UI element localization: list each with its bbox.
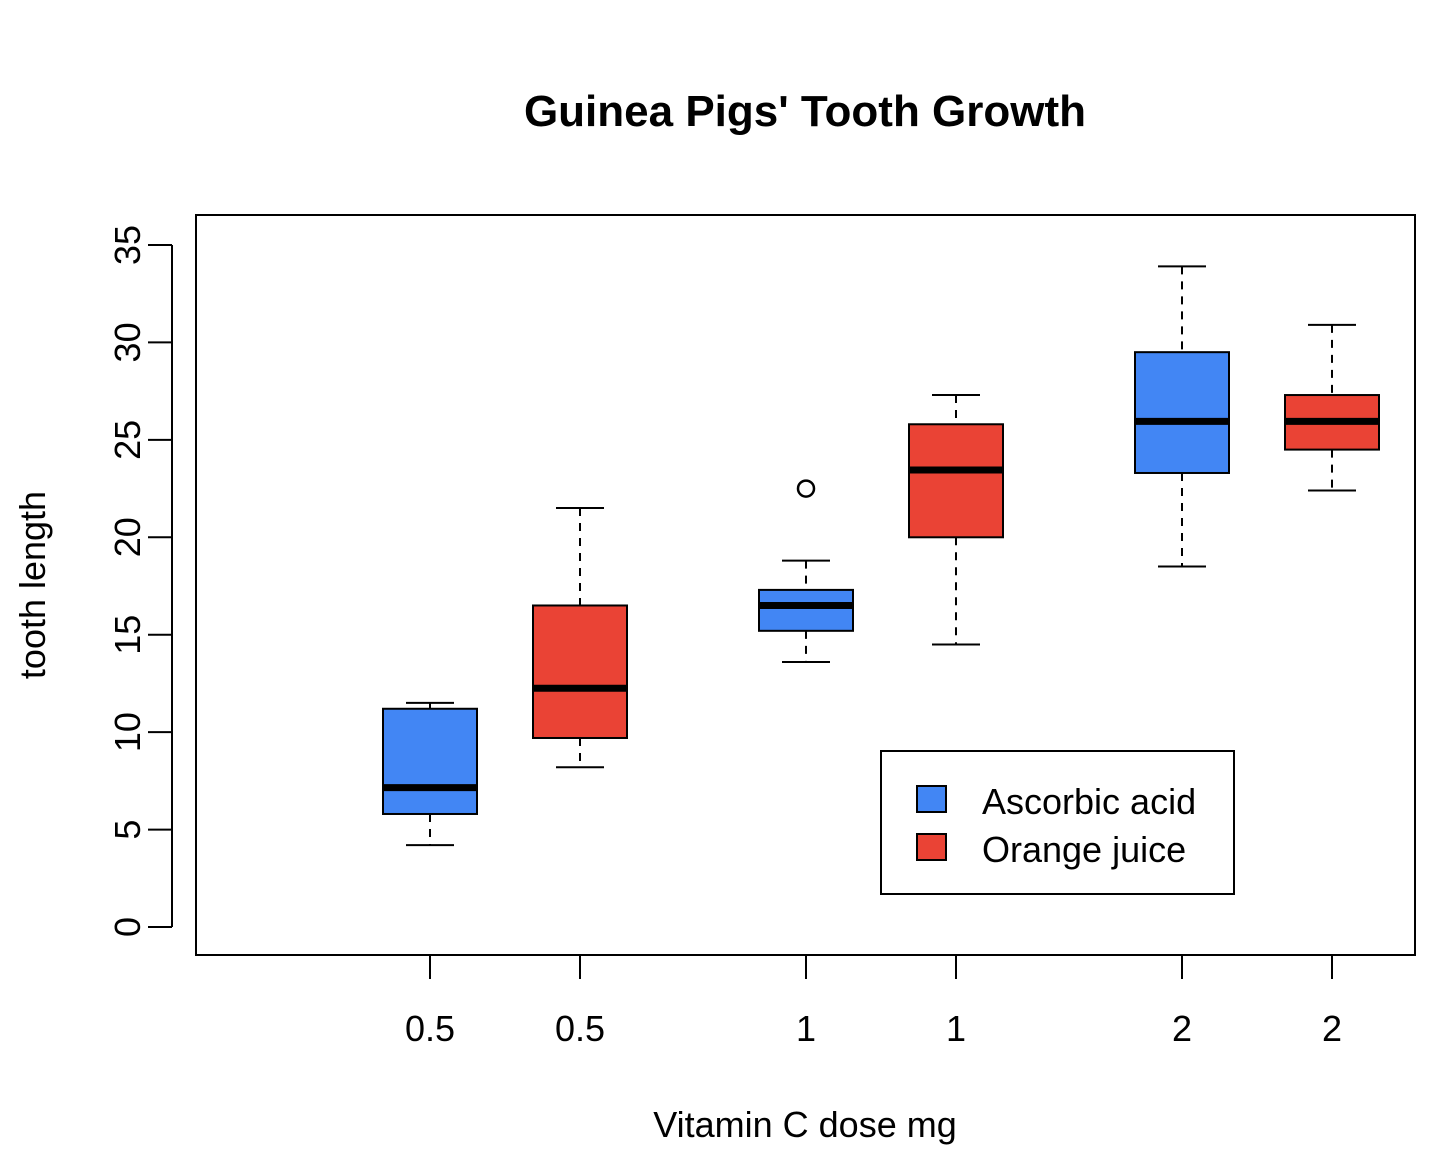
- x-tick-label: 1: [946, 1008, 966, 1049]
- box-rect: [758, 588, 854, 632]
- x-tick-label: 1: [796, 1008, 816, 1049]
- box-group: [532, 507, 628, 769]
- box-group: [382, 701, 478, 847]
- legend-swatch-ascorbic: [916, 785, 947, 813]
- y-tick-label: 20: [107, 517, 148, 557]
- legend-label-ascorbic: Ascorbic acid: [982, 781, 1196, 822]
- y-axis-label: tooth length: [12, 491, 53, 679]
- y-tick-label: 5: [107, 820, 148, 840]
- y-tick-label: 10: [107, 712, 148, 752]
- box-group: [908, 394, 1004, 646]
- box-rect: [382, 707, 478, 815]
- y-tick-label: 30: [107, 322, 148, 362]
- x-tick-label: 2: [1172, 1008, 1192, 1049]
- legend-label-orange: Orange juice: [982, 829, 1186, 870]
- x-axis-label: Vitamin C dose mg: [653, 1104, 956, 1145]
- y-axis: 0 5 10 15 20 25 30 35: [107, 225, 173, 937]
- legend: Ascorbic acid Orange juice: [880, 750, 1235, 895]
- box-series: [382, 265, 1380, 847]
- legend-swatch-orange: [916, 833, 947, 861]
- legend-frame: [880, 750, 1235, 895]
- box-group: [1284, 323, 1380, 492]
- box-rect: [1134, 351, 1230, 474]
- x-tick-label: 0.5: [405, 1008, 455, 1049]
- y-tick-label: 25: [107, 420, 148, 460]
- chart-title: Guinea Pigs' Tooth Growth: [524, 87, 1086, 136]
- x-axis: 0.5 0.5 1 1 2 2: [405, 955, 1342, 1049]
- box-rect: [908, 423, 1004, 539]
- x-tick-label: 2: [1322, 1008, 1342, 1049]
- y-tick-label: 15: [107, 615, 148, 655]
- outlier-point: [796, 479, 816, 498]
- box-group: [758, 479, 854, 663]
- box-rect: [532, 604, 628, 739]
- y-tick-label: 35: [107, 225, 148, 265]
- box-group: [1134, 265, 1230, 568]
- x-tick-label: 0.5: [555, 1008, 605, 1049]
- y-tick-label: 0: [107, 917, 148, 937]
